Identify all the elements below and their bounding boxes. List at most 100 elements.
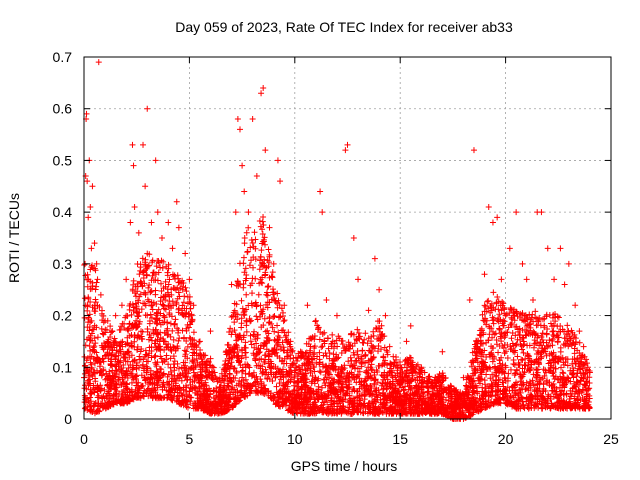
data-point [228, 378, 235, 385]
data-point [248, 257, 255, 264]
data-point [256, 217, 263, 224]
data-point [242, 339, 249, 346]
data-point [159, 301, 166, 308]
data-point [519, 365, 526, 372]
data-point [261, 241, 268, 248]
data-point [175, 289, 182, 296]
data-point [514, 353, 521, 360]
data-point [518, 356, 525, 363]
data-point [84, 283, 91, 290]
data-point [287, 362, 294, 369]
data-point [273, 383, 280, 390]
data-point [236, 260, 243, 267]
data-point [564, 322, 571, 329]
data-point [175, 392, 182, 399]
data-point [294, 358, 301, 365]
data-point [270, 286, 277, 293]
data-point [269, 273, 276, 280]
data-point [183, 348, 190, 355]
data-point [375, 343, 382, 350]
data-point [281, 317, 288, 324]
data-point [134, 260, 141, 267]
data-point [159, 265, 166, 272]
data-point [555, 328, 562, 335]
data-point [348, 330, 355, 337]
data-point [559, 369, 566, 376]
data-point [317, 369, 324, 376]
data-point [524, 342, 531, 349]
data-point [238, 324, 245, 331]
data-point [169, 327, 176, 334]
data-point [242, 349, 249, 356]
data-point [148, 337, 155, 344]
data-point [238, 297, 245, 304]
data-point [274, 322, 281, 329]
data-point [379, 401, 386, 408]
data-point [87, 319, 94, 326]
data-point [248, 317, 255, 324]
data-point [94, 276, 101, 283]
data-point [485, 297, 492, 304]
data-point [280, 309, 287, 316]
data-point [272, 298, 279, 305]
data-point [89, 337, 96, 344]
data-point [148, 299, 155, 306]
data-point [576, 339, 583, 346]
data-point [260, 306, 267, 313]
data-point [166, 310, 173, 317]
data-point [414, 361, 421, 368]
data-point [97, 382, 104, 389]
data-point [496, 325, 503, 332]
data-point [487, 302, 494, 309]
data-point [311, 363, 318, 370]
data-point [99, 317, 106, 324]
data-point [373, 326, 380, 333]
data-point [571, 380, 578, 387]
data-point [513, 309, 520, 316]
data-point [248, 237, 255, 244]
data-point [153, 263, 160, 270]
data-point [137, 267, 144, 274]
data-point [170, 336, 177, 343]
data-point [560, 361, 567, 368]
data-point [228, 386, 235, 393]
data-point [231, 319, 238, 326]
data-point [93, 279, 100, 286]
data-point [483, 308, 490, 315]
data-point [265, 246, 272, 253]
data-point [122, 358, 129, 365]
data-point [233, 282, 240, 289]
data-point [260, 358, 267, 365]
data-point [570, 374, 577, 381]
data-point [508, 335, 515, 342]
data-point [168, 291, 175, 298]
data-point [539, 316, 546, 323]
data-point [165, 391, 172, 398]
data-point [164, 272, 171, 279]
data-point [370, 328, 377, 335]
data-point [314, 353, 321, 360]
data-point [259, 280, 266, 287]
data-point [547, 320, 554, 327]
data-point [244, 249, 251, 256]
data-point [130, 277, 137, 284]
data-point [109, 327, 116, 334]
data-point [437, 379, 444, 386]
data-point [271, 313, 278, 320]
data-point [168, 371, 175, 378]
data-point [362, 353, 369, 360]
data-point [245, 302, 252, 309]
data-point [155, 331, 162, 338]
data-point [316, 368, 323, 375]
data-point [312, 318, 319, 325]
data-point [154, 277, 161, 284]
data-point [157, 353, 164, 360]
data-point [519, 346, 526, 353]
data-point [171, 358, 178, 365]
data-point [153, 363, 160, 370]
data-point [98, 325, 105, 332]
data-point [170, 353, 177, 360]
data-point [260, 322, 267, 329]
data-point [190, 329, 197, 336]
data-point [147, 334, 154, 341]
